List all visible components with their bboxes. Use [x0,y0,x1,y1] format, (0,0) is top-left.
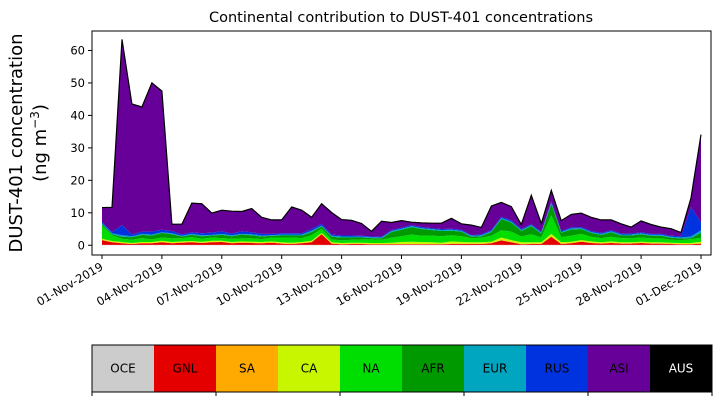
legend-colorbar: OCE GNL SA CA NA AFR EUR RUS ASI AUS [91,344,713,396]
area-asi [102,39,701,237]
y-axis-unit-prefix: (ng m [30,129,51,182]
total-outline [101,39,702,234]
legend-label: RUS [545,362,570,376]
legend-swatch-aus [650,345,713,392]
x-tick-label: 01-Nov-2019 [34,259,105,308]
legend-label: CA [301,362,318,376]
y-axis: 0 10 20 30 40 50 60 [70,43,92,252]
x-tick-label: 01-Dec-2019 [633,259,704,308]
legend-swatch-oce [92,345,155,392]
y-axis-label-unit: (ng m−3) [28,104,51,182]
area-gnl [102,234,701,245]
legend-swatch-eur [464,345,527,392]
plot-frame [91,30,712,256]
x-tick-label: 13-Nov-2019 [274,259,345,308]
x-tick-label: 07-Nov-2019 [154,259,225,308]
x-tick-label: 10-Nov-2019 [214,259,285,308]
legend-label: AUS [669,362,694,376]
y-axis-label-main: DUST-401 concentration [6,33,27,252]
legend-swatch-asi [588,345,651,392]
x-tick-label: 22-Nov-2019 [453,259,524,308]
y-tick-label: 30 [70,141,85,155]
chart-title: Continental contribution to DUST-401 con… [209,10,593,26]
legend-label: NA [362,362,380,376]
x-axis: 01-Nov-201904-Nov-201907-Nov-201910-Nov-… [34,255,705,309]
legend-label: GNL [173,362,198,376]
y-axis-unit-suffix: ) [30,104,51,111]
legend-swatch-sa [216,345,279,392]
legend-label: ASI [609,362,628,376]
area-na [102,215,701,243]
y-axis-label: DUST-401 concentration (ng m−3) [6,33,51,252]
legend-frame [91,344,713,393]
legend-label: OCE [110,362,135,376]
x-tick-label: 25-Nov-2019 [513,259,584,308]
legend-label: EUR [483,362,508,376]
y-tick-label: 60 [70,43,85,57]
x-tick-label: 04-Nov-2019 [94,259,165,308]
y-tick-label: 10 [70,206,85,220]
legend-swatch-gnl [154,345,217,392]
legend-label: AFR [421,362,444,376]
y-axis-unit-exponent: −3 [28,111,42,129]
area-ca [102,232,701,244]
x-tick-label: 28-Nov-2019 [573,259,644,308]
y-tick-label: 50 [70,76,85,90]
y-tick-label: 20 [70,173,85,187]
legend-swatch-ca [278,345,341,392]
x-tick-label: 16-Nov-2019 [334,259,405,308]
x-tick-label: 19-Nov-2019 [394,259,465,308]
legend-swatch-na [340,345,403,392]
stacked-areas [101,39,702,246]
legend-label: SA [239,362,256,376]
legend-swatch-rus [526,345,589,392]
y-tick-label: 40 [70,108,85,122]
y-tick-label: 0 [78,238,85,252]
area-afr [102,203,701,241]
legend-swatch-afr [402,345,465,392]
